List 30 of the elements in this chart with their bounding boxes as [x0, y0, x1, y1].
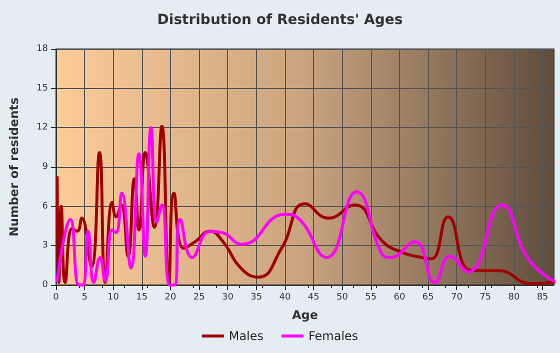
x-tick-label: 40	[279, 292, 291, 302]
x-tick-label: 25	[193, 292, 205, 302]
x-tick-label: 15	[136, 292, 148, 302]
chart-title: Distribution of Residents' Ages	[157, 12, 403, 28]
x-axis-title: Age	[292, 308, 318, 322]
y-tick-label: 12	[36, 122, 48, 133]
x-tick-label: 30	[222, 292, 234, 302]
y-tick-label: 15	[36, 83, 48, 94]
y-axis-title: Number of residents	[7, 97, 21, 237]
y-tick-label: 0	[42, 280, 48, 290]
x-tick-label: 70	[450, 292, 463, 302]
y-tick-label: 3	[42, 240, 48, 251]
y-tick-label: 6	[42, 201, 48, 212]
x-tick-label: 5	[82, 292, 88, 302]
y-tick-label: 18	[36, 44, 48, 54]
x-tick-label: 45	[308, 292, 320, 302]
x-tick-label: 0	[53, 292, 60, 302]
x-tick-label: 75	[480, 292, 492, 302]
x-tick-label: 55	[365, 292, 377, 302]
legend-label: Females	[308, 329, 358, 343]
x-tick-label: 60	[394, 292, 406, 302]
x-tick-label: 80	[508, 292, 520, 302]
x-tick-label: 65	[422, 292, 434, 302]
legend-label: Males	[228, 329, 264, 343]
y-tick-label: 9	[42, 162, 48, 172]
x-tick-label: 50	[336, 292, 348, 302]
x-tick-label: 10	[108, 292, 120, 302]
x-tick-label: 35	[250, 292, 262, 302]
x-tick-label: 85	[536, 292, 548, 302]
x-tick-label: 20	[164, 292, 176, 302]
